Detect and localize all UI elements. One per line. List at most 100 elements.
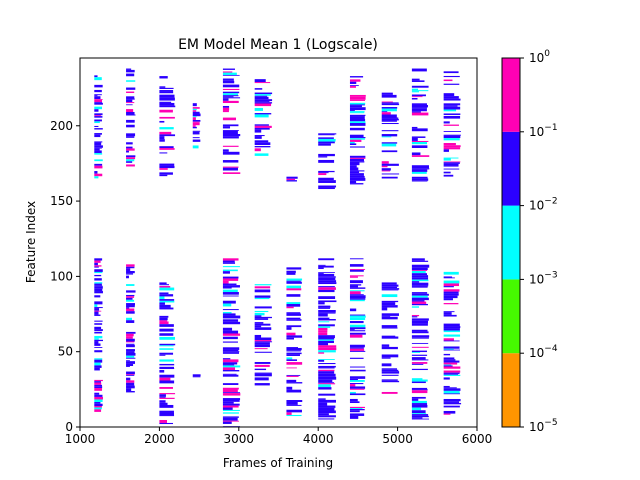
heatmap-cell [411,303,428,306]
heatmap-cell [411,415,429,418]
heatmap-cell [94,133,102,135]
heatmap-cell [94,96,101,100]
heatmap-cell [349,350,366,352]
heatmap-cell [94,288,103,292]
heatmap-cell [286,302,301,305]
heatmap-cell [411,297,429,301]
heatmap-cell [443,157,459,159]
heatmap-cell [159,146,174,149]
heatmap-cell [159,400,166,403]
heatmap-cell [222,78,234,81]
heatmap-cell [443,79,453,82]
heatmap-cell [381,143,397,147]
heatmap-cell [222,287,232,289]
heatmap-cell [443,280,460,284]
heatmap-cell [222,383,239,385]
heatmap-cell [443,105,458,107]
heatmap-cell [318,376,337,380]
heatmap-cell [349,348,365,351]
heatmap-cell [126,91,135,93]
heatmap-cell [318,350,336,353]
heatmap-cell [126,268,131,271]
heatmap-cell [254,318,269,320]
heatmap-cell [159,86,166,88]
heatmap-cell [318,185,337,188]
heatmap-cell [443,393,461,395]
heatmap-cell [349,118,366,122]
heatmap-cell [126,109,134,112]
heatmap-cell [443,349,460,351]
heatmap-cell [222,262,236,264]
heatmap-cell [126,357,136,359]
heatmap-cell [159,102,175,106]
heatmap-cell [411,337,429,339]
heatmap-cell [443,402,462,405]
heatmap-cell [411,368,428,371]
heatmap-cell [222,91,240,94]
heatmap-cell [318,352,325,354]
heatmap-cell [94,265,102,267]
heatmap-cell [318,180,336,183]
heatmap-cell [443,277,455,279]
heatmap-cell [443,340,460,342]
heatmap-cell [94,331,102,334]
heatmap-cell [254,103,272,107]
heatmap-cell [349,347,364,349]
heatmap-cell [411,357,426,360]
heatmap-cell [254,107,264,111]
heatmap-cell [349,327,366,330]
heatmap-cell [349,357,364,359]
heatmap-cell [411,282,429,286]
heatmap-cell [443,168,460,170]
heatmap-cell [126,375,135,376]
heatmap-cell [159,422,174,425]
heatmap-cell [318,335,335,339]
heatmap-cell [94,99,103,100]
heatmap-cell [159,302,165,305]
heatmap-cell [411,379,428,382]
heatmap-cell [222,373,237,375]
heatmap-cell [222,72,237,75]
heatmap-cell [159,393,176,395]
colorbar-bin [502,205,520,280]
heatmap-cell [254,323,271,326]
heatmap-cell [381,368,398,370]
heatmap-cell [159,294,174,297]
heatmap-cell [286,332,296,336]
heatmap-cell [381,302,396,306]
heatmap-cell [381,165,388,168]
x-tick-label: 4000 [303,432,334,446]
heatmap-cell [443,298,453,301]
heatmap-cell [443,149,449,152]
heatmap-cell [411,407,422,411]
heatmap-cell [349,330,366,332]
plot-area [94,68,462,427]
heatmap-cell [222,95,239,97]
heatmap-cell [349,110,355,112]
heatmap-cell [159,292,169,295]
heatmap-cell [318,319,336,321]
heatmap-cell [126,164,135,167]
heatmap-cell [349,317,366,321]
heatmap-cell [254,316,272,319]
heatmap-cell [159,287,175,291]
heatmap-cell [381,300,399,303]
heatmap-cell [286,288,302,291]
heatmap-cell [411,267,428,271]
heatmap-cell [94,409,102,412]
heatmap-cell [318,359,335,360]
heatmap-cell [254,95,268,97]
heatmap-cell [94,262,98,266]
heatmap-cell [94,148,100,151]
heatmap-cell [126,133,136,137]
heatmap-cell [254,125,272,128]
heatmap-cell [411,155,430,157]
heatmap-cell [349,298,366,300]
heatmap-cell [159,109,173,113]
heatmap-cell [411,342,429,344]
heatmap-cell [349,275,364,277]
heatmap-cell [126,155,136,158]
heatmap-cell [192,111,200,114]
heatmap-cell [443,106,461,110]
